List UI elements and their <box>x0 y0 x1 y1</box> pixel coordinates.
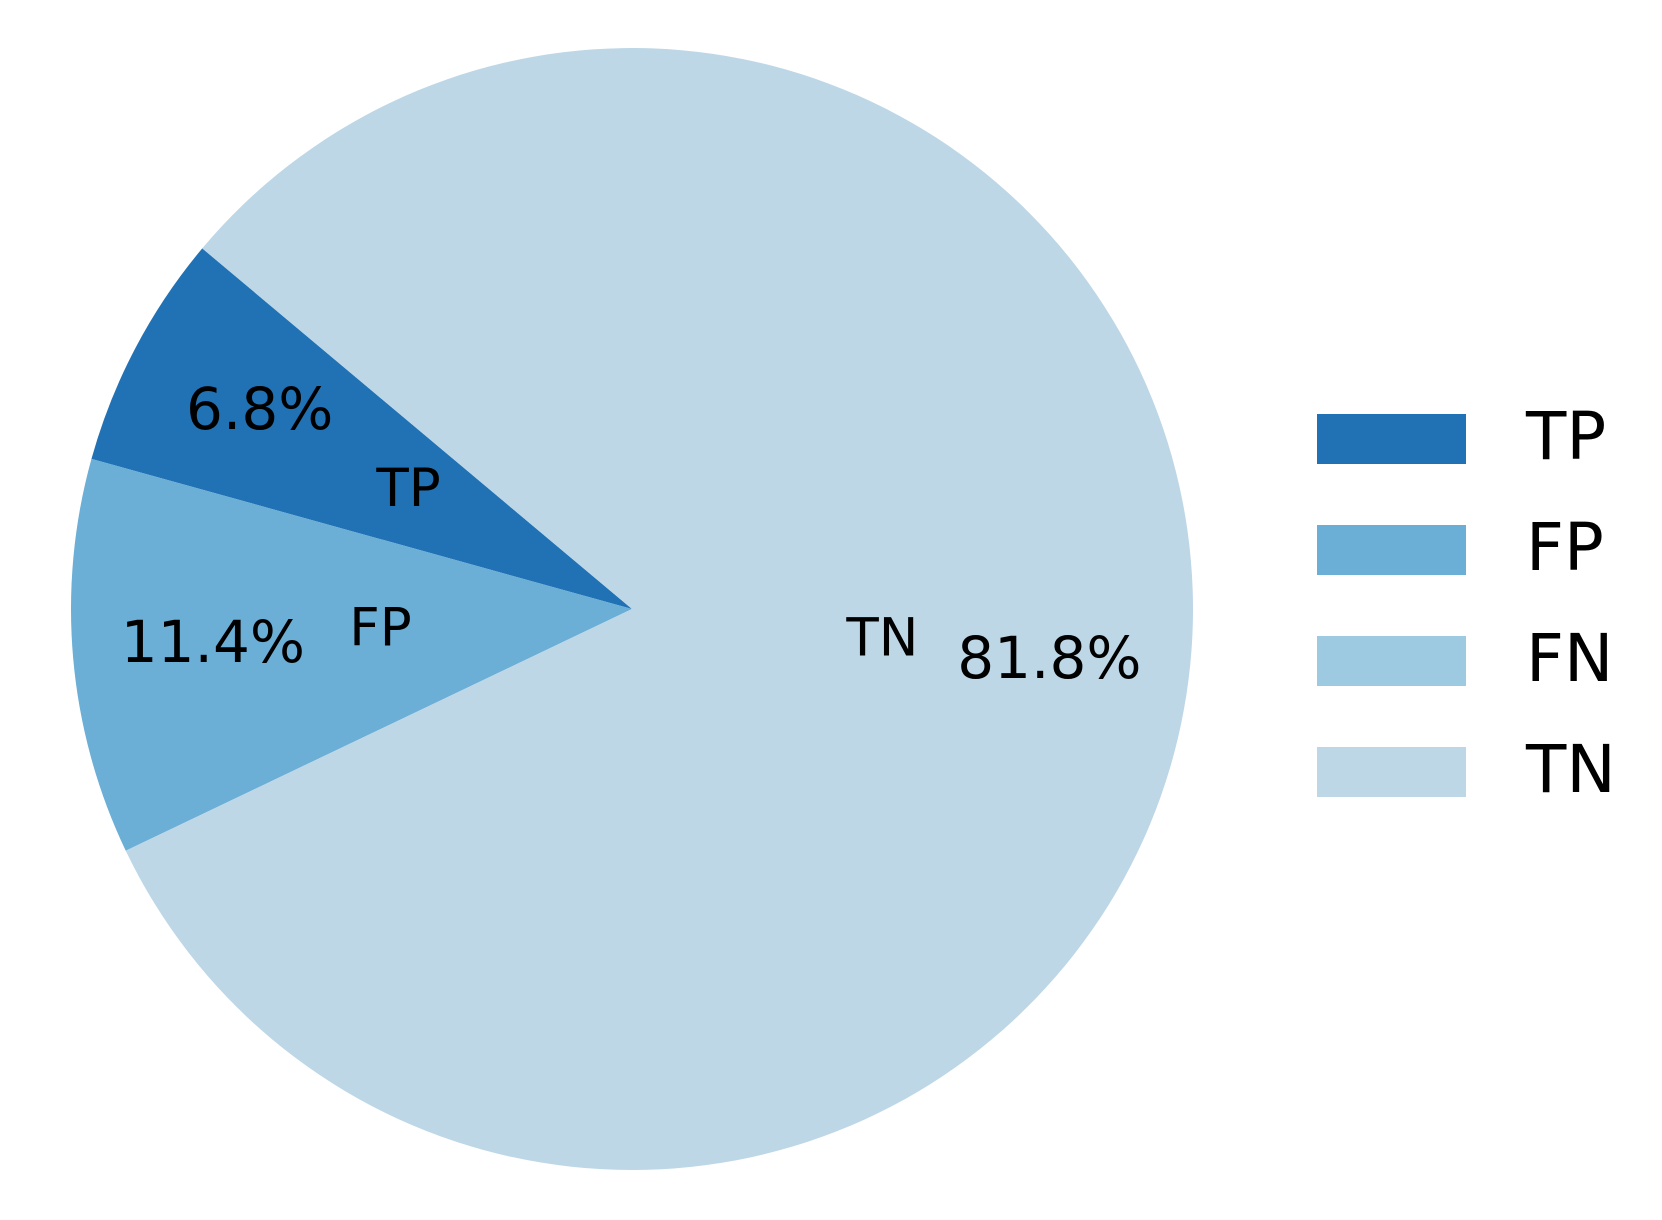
legend-swatch <box>1317 747 1466 797</box>
pie-slice <box>125 48 1193 1171</box>
value-label: 11.4% <box>121 608 305 676</box>
legend-swatch <box>1317 525 1466 575</box>
legend-label: FP <box>1526 509 1604 586</box>
slice-label: TP <box>375 458 440 519</box>
slice-label: TN <box>845 607 918 668</box>
pie-slice <box>91 248 632 609</box>
legend-swatch <box>1317 414 1466 464</box>
slice-label: FP <box>349 598 411 659</box>
legend-label: TN <box>1525 731 1616 808</box>
value-label: 6.8% <box>186 375 333 443</box>
legend-label: TP <box>1525 398 1606 475</box>
pie-slice <box>71 458 632 851</box>
legend-label: FN <box>1526 620 1613 697</box>
legend-swatch <box>1317 636 1466 686</box>
value-label: 81.8% <box>957 624 1141 692</box>
